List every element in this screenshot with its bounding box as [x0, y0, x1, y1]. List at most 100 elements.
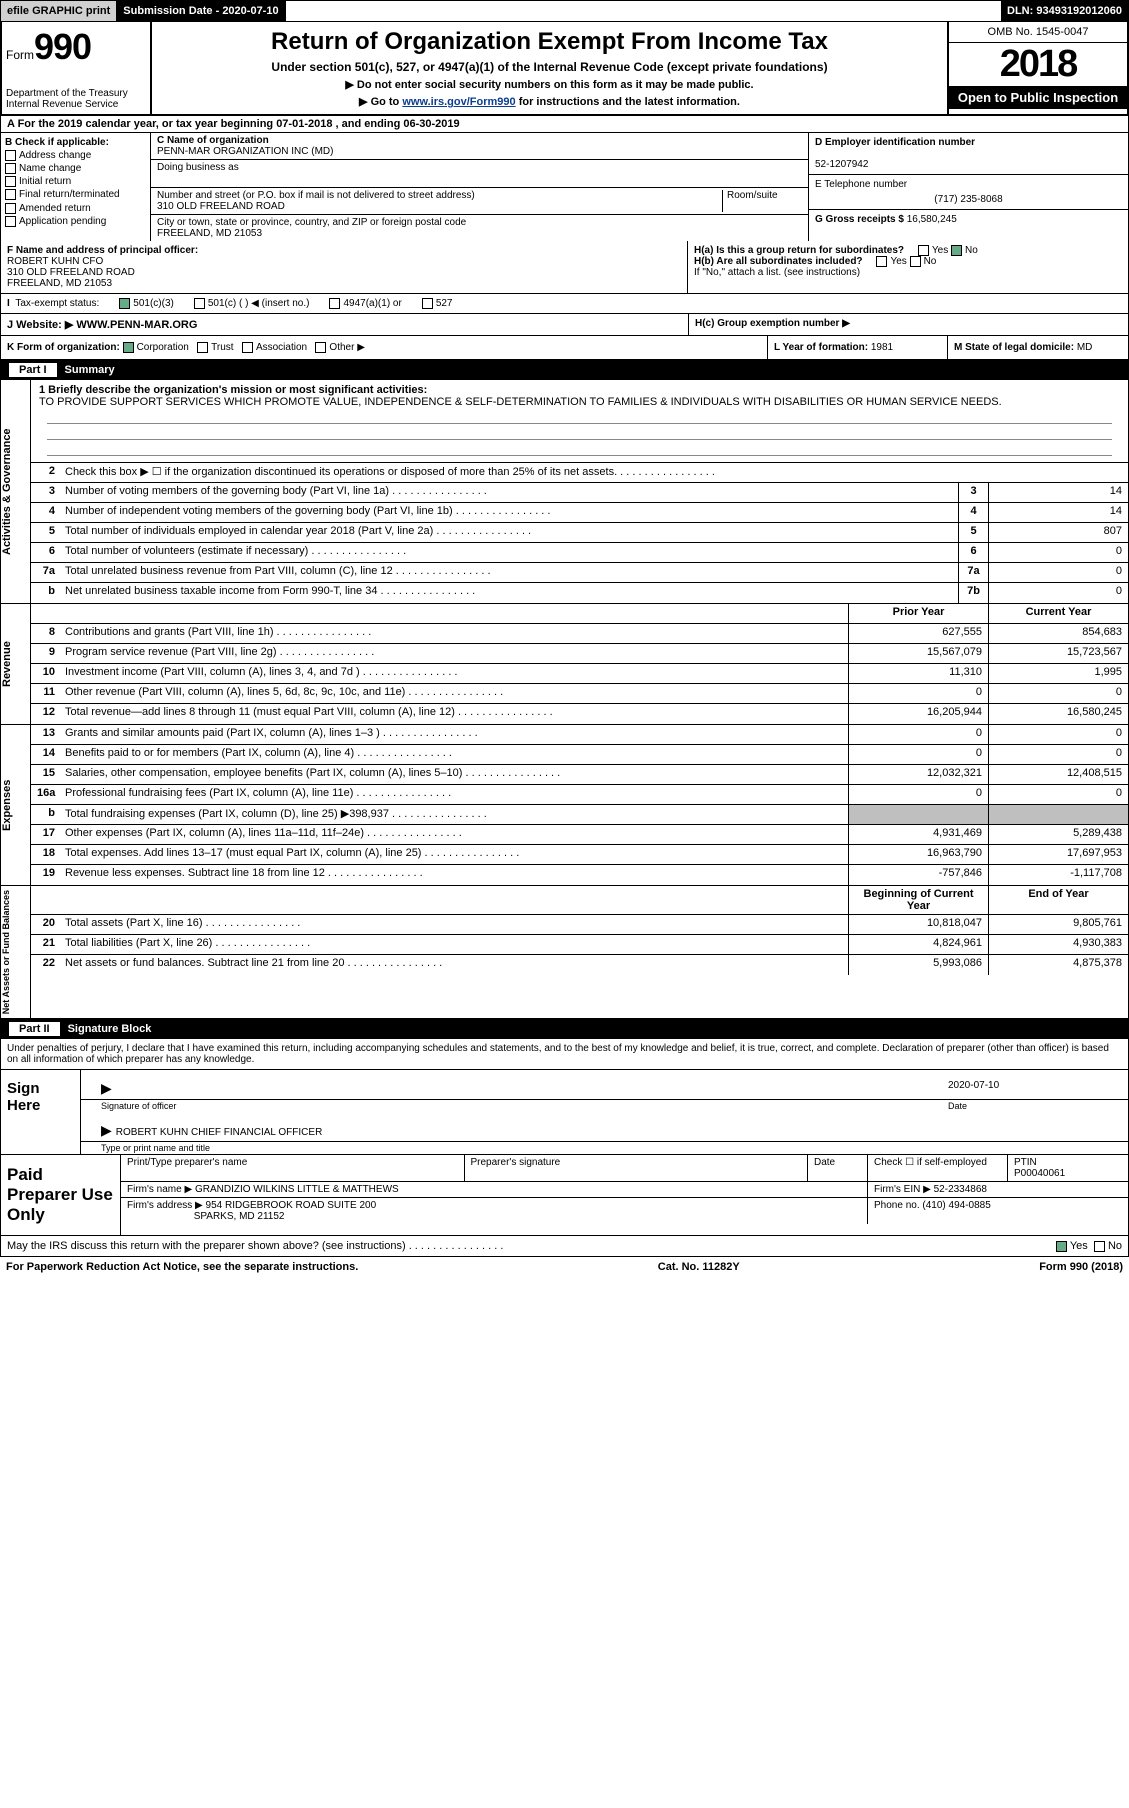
city-state-zip: FREELAND, MD 21053 [157, 228, 262, 239]
rev-section: Revenue Prior YearCurrent Year 8Contribu… [0, 604, 1129, 725]
discuss-no[interactable] [1094, 1241, 1105, 1252]
cb-assoc[interactable] [242, 342, 253, 353]
officer-name: ROBERT KUHN CFO [7, 256, 103, 267]
line-15: 15Salaries, other compensation, employee… [31, 765, 1128, 785]
prep-name-hdr: Print/Type preparer's name [121, 1155, 465, 1181]
cb-527[interactable]: 527 [422, 298, 453, 309]
line-8: 8Contributions and grants (Part VIII, li… [31, 624, 1128, 644]
ein-value: 52-1207942 [815, 159, 868, 170]
ein-label: D Employer identification number [815, 137, 975, 148]
row-a: A For the 2019 calendar year, or tax yea… [0, 116, 1129, 133]
footer-center: Cat. No. 11282Y [658, 1261, 740, 1273]
firm-name: GRANDIZIO WILKINS LITTLE & MATTHEWS [195, 1184, 399, 1195]
line-21: 21Total liabilities (Part X, line 26)4,8… [31, 935, 1128, 955]
dept-treasury: Department of the Treasury Internal Reve… [6, 88, 146, 110]
gross-value: 16,580,245 [907, 214, 957, 225]
side-exp: Expenses [1, 725, 31, 885]
line-19: 19Revenue less expenses. Subtract line 1… [31, 865, 1128, 885]
discuss-row: May the IRS discuss this return with the… [0, 1236, 1129, 1257]
sig-date-label: Date [928, 1100, 1128, 1112]
form-title: Return of Organization Exempt From Incom… [162, 28, 937, 56]
mission-text: TO PROVIDE SUPPORT SERVICES WHICH PROMOT… [39, 396, 1002, 408]
exp-section: Expenses 13Grants and similar amounts pa… [0, 725, 1129, 886]
room-label: Room/suite [727, 190, 778, 201]
addr-label: Number and street (or P.O. box if mail i… [157, 190, 475, 201]
cb-4947[interactable]: 4947(a)(1) or [329, 298, 401, 309]
officer-addr1: 310 OLD FREELAND ROAD [7, 267, 135, 278]
na-section: Net Assets or Fund Balances Beginning of… [0, 886, 1129, 1019]
gov-line-5: 5Total number of individuals employed in… [31, 523, 1128, 543]
footer-left: For Paperwork Reduction Act Notice, see … [6, 1261, 358, 1273]
cb-corp[interactable] [123, 342, 134, 353]
state-domicile: MD [1077, 342, 1093, 353]
end-year-hdr: End of Year [988, 886, 1128, 914]
firm-addr1: 954 RIDGEBROOK ROAD SUITE 200 [206, 1200, 377, 1211]
page-footer: For Paperwork Reduction Act Notice, see … [0, 1257, 1129, 1277]
cb-app-pending[interactable]: Application pending [5, 216, 146, 227]
hb-label: H(b) Are all subordinates included? [694, 256, 863, 267]
k-label: K Form of organization: [7, 342, 120, 353]
side-gov: Activities & Governance [1, 380, 31, 603]
l-label: L Year of formation: [774, 342, 868, 353]
cb-501c[interactable]: 501(c) ( ) ◀ (insert no.) [194, 298, 310, 309]
gov-line-3: 3Number of voting members of the governi… [31, 483, 1128, 503]
cb-trust[interactable] [197, 342, 208, 353]
org-name: PENN-MAR ORGANIZATION INC (MD) [157, 146, 333, 157]
footer-right: Form 990 (2018) [1039, 1261, 1123, 1273]
efile-label[interactable]: efile GRAPHIC print [1, 1, 117, 21]
form-number: 990 [34, 26, 91, 67]
m-label: M State of legal domicile: [954, 342, 1074, 353]
dln: DLN: 93493192012060 [1001, 1, 1128, 21]
firm-ein: 52-2334868 [934, 1184, 987, 1195]
irs-link[interactable]: www.irs.gov/Form990 [402, 96, 515, 108]
omb-number: OMB No. 1545-0047 [949, 22, 1127, 43]
desc-question: 1 Briefly describe the organization's mi… [39, 384, 427, 396]
discuss-yes[interactable] [1056, 1241, 1067, 1252]
line-20: 20Total assets (Part X, line 16)10,818,0… [31, 915, 1128, 935]
line-16a: 16aProfessional fundraising fees (Part I… [31, 785, 1128, 805]
sign-here-label: Sign Here [1, 1070, 81, 1154]
firm-phone: (410) 494-0885 [922, 1200, 990, 1211]
prior-year-hdr: Prior Year [848, 604, 988, 623]
preparer-block: Paid Preparer Use Only Print/Type prepar… [0, 1155, 1129, 1236]
cb-501c3[interactable]: 501(c)(3) [119, 298, 174, 309]
city-label: City or town, state or province, country… [157, 217, 466, 228]
line-12: 12Total revenue—add lines 8 through 11 (… [31, 704, 1128, 724]
line-14: 14Benefits paid to or for members (Part … [31, 745, 1128, 765]
line-18: 18Total expenses. Add lines 13–17 (must … [31, 845, 1128, 865]
cb-other[interactable] [315, 342, 326, 353]
cb-final-return[interactable]: Final return/terminated [5, 189, 146, 200]
prep-date-hdr: Date [808, 1155, 868, 1181]
year-formation: 1981 [871, 342, 893, 353]
cb-address-change[interactable]: Address change [5, 150, 146, 161]
preparer-label: Paid Preparer Use Only [1, 1155, 121, 1235]
officer-label: F Name and address of principal officer: [7, 245, 198, 256]
cb-name-change[interactable]: Name change [5, 163, 146, 174]
klm-row: K Form of organization: Corporation Trus… [0, 336, 1129, 360]
sig-name-label: Type or print name and title [81, 1142, 1128, 1154]
hb-note: If "No," attach a list. (see instruction… [694, 267, 1122, 278]
part1-header: Part ISummary [0, 360, 1129, 380]
org-name-label: C Name of organization [157, 135, 269, 146]
cb-initial-return[interactable]: Initial return [5, 176, 146, 187]
form-header: Form990 Department of the Treasury Inter… [0, 22, 1129, 116]
side-rev: Revenue [1, 604, 31, 724]
line-22: 22Net assets or fund balances. Subtract … [31, 955, 1128, 975]
phone-value: (717) 235-8068 [815, 194, 1122, 205]
side-na: Net Assets or Fund Balances [1, 886, 31, 1018]
street-address: 310 OLD FREELAND ROAD [157, 201, 285, 212]
form-subtitle: Under section 501(c), 527, or 4947(a)(1)… [162, 60, 937, 74]
top-bar: efile GRAPHIC print Submission Date - 20… [0, 0, 1129, 22]
ha-no-checkbox[interactable] [951, 245, 962, 256]
gov-section: Activities & Governance 1 Briefly descri… [0, 380, 1129, 604]
officer-group-row: F Name and address of principal officer:… [0, 241, 1129, 294]
website-row: J Website: ▶ WWW.PENN-MAR.ORG H(c) Group… [0, 314, 1129, 336]
open-public: Open to Public Inspection [949, 86, 1127, 109]
cb-amended[interactable]: Amended return [5, 203, 146, 214]
section-b-title: B Check if applicable: [5, 137, 109, 148]
line-13: 13Grants and similar amounts paid (Part … [31, 725, 1128, 745]
sig-name: ROBERT KUHN CHIEF FINANCIAL OFFICER [116, 1127, 323, 1138]
instruction-2: ▶ Go to www.irs.gov/Form990 for instruct… [162, 95, 937, 108]
tax-status-row: I Tax-exempt status: 501(c)(3) 501(c) ( … [0, 294, 1129, 314]
sig-officer-label: Signature of officer [81, 1100, 928, 1112]
